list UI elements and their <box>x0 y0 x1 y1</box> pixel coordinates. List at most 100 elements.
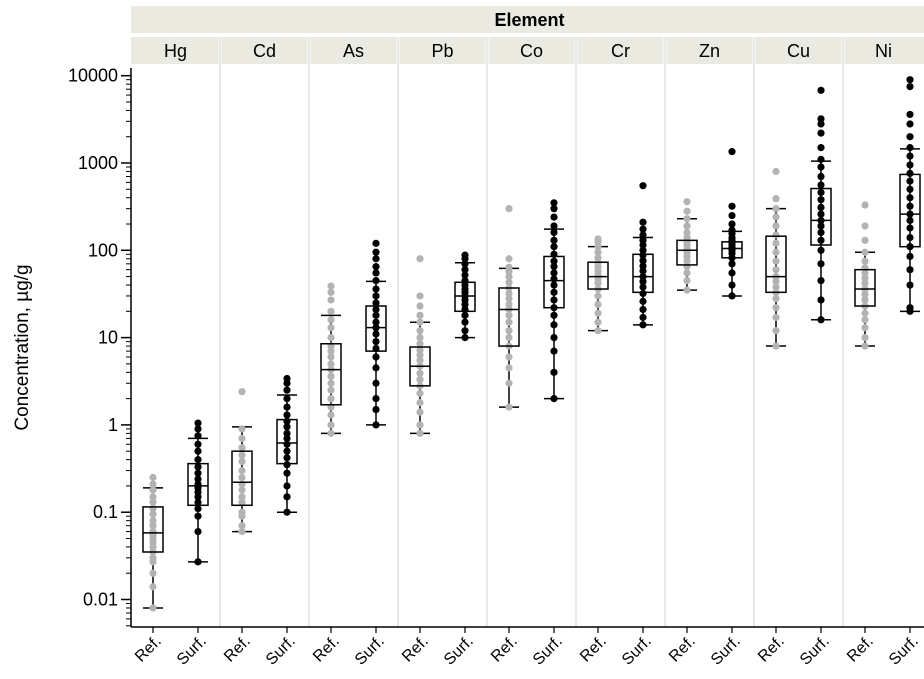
data-point <box>550 222 558 230</box>
data-point <box>327 360 335 368</box>
facet-strips: Element Hg Cd As Pb Co Cr Zn Cu Ni <box>131 6 924 64</box>
data-point <box>817 203 825 212</box>
data-point <box>416 421 424 429</box>
box-iqr <box>454 281 476 313</box>
data-point <box>772 231 780 239</box>
data-point <box>772 266 780 274</box>
y-axis: 0.01 0.1 1 10 100 1000 10000 Concentration, µg/… <box>12 66 132 627</box>
data-point <box>372 269 380 277</box>
data-point <box>416 318 424 326</box>
data-point <box>594 327 602 335</box>
data-point <box>194 440 202 448</box>
strip-cr <box>576 37 665 64</box>
data-point <box>416 376 424 384</box>
box-iqr <box>498 287 520 347</box>
strip-label-pb: Pb <box>431 41 453 61</box>
x-axis: Ref. Surf. Ref. Surf. Ref. Surf. Ref. Surf. Ref.… <box>131 626 924 669</box>
data-point <box>906 281 914 289</box>
strip-label-cr: Cr <box>611 41 630 61</box>
data-point <box>861 324 869 332</box>
data-point <box>372 285 380 293</box>
data-point <box>327 324 335 332</box>
data-point <box>238 480 246 488</box>
data-point <box>861 201 869 209</box>
data-point <box>550 347 558 355</box>
data-point <box>416 334 424 342</box>
y-tick-label: 10000 <box>68 66 118 86</box>
data-point <box>550 334 558 342</box>
box-cr-ref <box>587 235 609 335</box>
y-tick-label: 0.1 <box>93 502 118 522</box>
data-point <box>683 198 691 206</box>
data-point <box>817 115 825 123</box>
data-point <box>283 429 291 437</box>
data-point <box>194 432 202 440</box>
data-point <box>238 443 246 452</box>
data-point <box>728 260 736 268</box>
data-point <box>283 417 291 425</box>
data-point <box>817 163 825 171</box>
data-point <box>505 311 513 319</box>
data-point <box>327 296 335 304</box>
data-point <box>327 379 335 387</box>
panel-dividers <box>219 37 844 627</box>
data-point <box>505 294 513 303</box>
data-point <box>416 356 424 364</box>
data-point <box>283 454 291 462</box>
data-point <box>461 334 469 342</box>
strip-co <box>487 37 576 64</box>
x-tick-label: Surf. <box>263 633 299 669</box>
data-point <box>906 266 914 274</box>
data-point <box>283 482 291 490</box>
data-point <box>194 527 202 536</box>
data-point <box>772 248 780 256</box>
data-point <box>639 262 647 270</box>
data-point <box>194 419 202 427</box>
data-point <box>683 276 691 285</box>
box-iqr <box>276 418 298 465</box>
data-point <box>817 276 825 285</box>
box-iqr <box>231 450 253 507</box>
data-point <box>639 313 647 322</box>
data-point <box>238 498 246 506</box>
data-point <box>772 294 780 303</box>
data-point <box>283 434 291 443</box>
data-point <box>372 330 380 338</box>
data-point <box>194 425 202 433</box>
data-point <box>505 379 513 387</box>
data-point <box>817 188 825 197</box>
box-as-surf <box>365 239 387 429</box>
data-point <box>861 334 869 342</box>
data-point <box>327 334 335 342</box>
box-iqr <box>142 506 164 553</box>
data-point <box>416 399 424 407</box>
data-point <box>416 369 424 377</box>
data-point <box>372 353 380 361</box>
box-co-ref <box>498 205 520 411</box>
data-point <box>550 281 558 289</box>
box-iqr <box>854 268 876 307</box>
data-point <box>461 266 469 274</box>
data-point <box>149 522 157 530</box>
data-point <box>505 327 513 335</box>
x-tick-label: Surf. <box>352 633 388 669</box>
data-point <box>149 473 157 482</box>
box-ni-ref <box>854 201 876 350</box>
y-tick-label: 0.01 <box>83 590 118 610</box>
data-point <box>817 296 825 304</box>
data-point <box>194 498 202 506</box>
data-point <box>639 182 647 190</box>
data-point <box>906 252 914 261</box>
data-point <box>327 372 335 380</box>
data-point <box>416 255 424 263</box>
data-point <box>416 340 424 348</box>
data-point <box>817 144 825 152</box>
data-point <box>327 288 335 296</box>
data-point <box>817 236 825 244</box>
data-point <box>149 510 157 518</box>
box-iqr <box>365 305 387 352</box>
data-point <box>817 172 825 181</box>
strip-label-hg: Hg <box>164 41 187 61</box>
data-point <box>817 196 825 204</box>
data-point <box>194 512 202 520</box>
